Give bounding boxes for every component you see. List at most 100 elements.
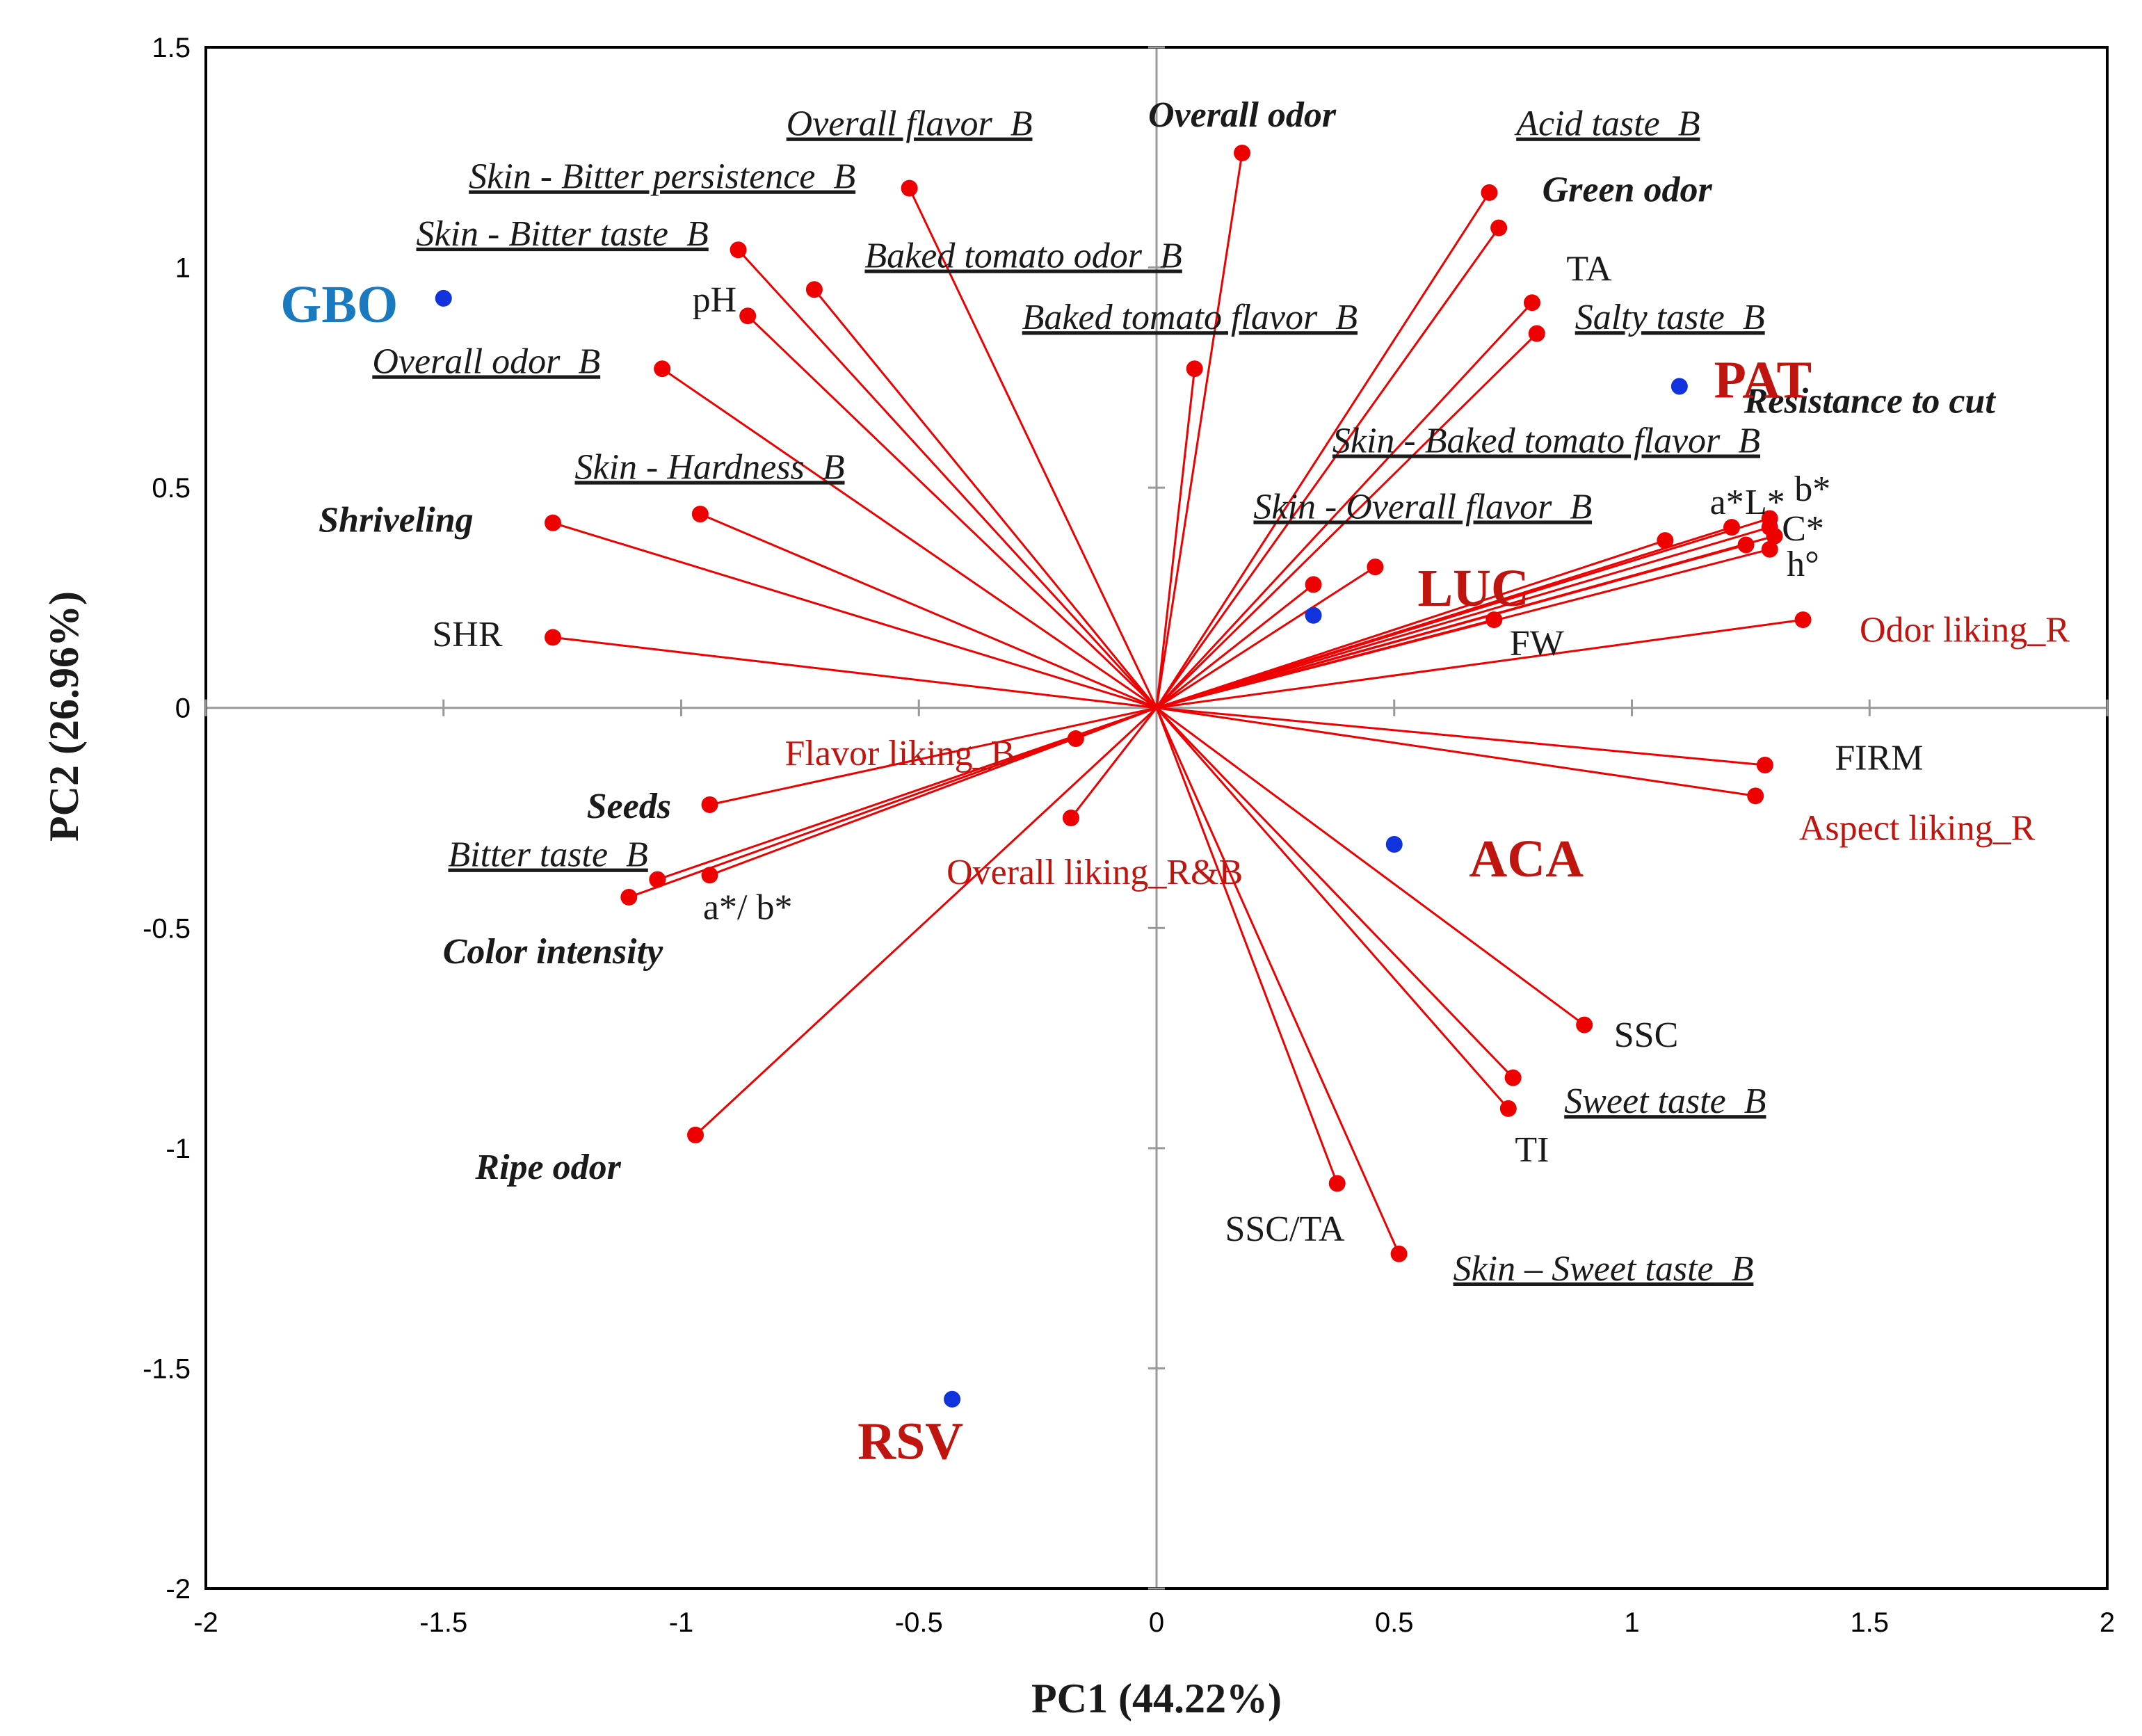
label-color-intensity: Color intensity bbox=[443, 932, 663, 972]
label-skin-hardness-b: Skin - Hardness_B bbox=[574, 447, 844, 487]
label-skin-overall-flavor-b: Skin - Overall flavor_B bbox=[1253, 487, 1592, 527]
var-point-baked-tomato-odor-b bbox=[1186, 360, 1203, 378]
var-point-overall-odor bbox=[1234, 144, 1251, 161]
var-point-shr bbox=[544, 629, 561, 646]
var-point-h bbox=[1761, 540, 1778, 558]
var-point-skin-bitter-taste-b bbox=[805, 281, 823, 298]
y-tick-label: 0 bbox=[175, 693, 191, 724]
label-ssc-ta: SSC/TA bbox=[1225, 1209, 1345, 1249]
var-point-ssc-ta bbox=[1328, 1175, 1346, 1192]
var-point-aspect-liking-r bbox=[1747, 787, 1764, 805]
label-c: C* bbox=[1782, 509, 1824, 549]
x-tick-label: 0 bbox=[1149, 1607, 1164, 1638]
label-ti: TI bbox=[1515, 1130, 1549, 1170]
label-a: a* bbox=[1710, 483, 1744, 522]
var-point-ph bbox=[739, 307, 757, 325]
vector-skin-hardness-b bbox=[700, 513, 1157, 709]
var-point-overall-liking-r-b bbox=[1062, 810, 1079, 826]
label-overall-liking-r-b: Overall liking_R&B bbox=[947, 853, 1243, 892]
obs-label-pat: PAT bbox=[1714, 351, 1812, 410]
vector-baked-tomato-flavor-b bbox=[1156, 565, 1376, 709]
y-tick-label: -1.5 bbox=[143, 1353, 191, 1384]
vector-c bbox=[1156, 544, 1746, 709]
var-point-a bbox=[1723, 519, 1741, 536]
label-fw: FW bbox=[1510, 624, 1564, 664]
label-green-odor: Green odor bbox=[1543, 170, 1713, 210]
var-point-firm bbox=[1756, 757, 1773, 774]
obs-point-aca bbox=[1385, 835, 1403, 853]
vector-overall-liking-r-b bbox=[1070, 707, 1158, 819]
vector-ssc bbox=[1156, 707, 1586, 1026]
data-points bbox=[435, 144, 1812, 1408]
label-skin-baked-tomato-flavor-b: Skin - Baked tomato flavor_B bbox=[1332, 421, 1760, 460]
obs-label-rsv: RSV bbox=[857, 1413, 963, 1471]
vector-sweet-taste-b bbox=[1155, 707, 1514, 1079]
x-axis-title: PC1 (44.22%) bbox=[1031, 1675, 1282, 1721]
var-point-overall-odor-b bbox=[654, 360, 671, 378]
vector-green-odor bbox=[1155, 227, 1500, 709]
label-acid-taste-b: Acid taste_B bbox=[1514, 104, 1700, 144]
label-overall-odor: Overall odor bbox=[1148, 95, 1337, 135]
label-ripe-odor: Ripe odor bbox=[474, 1148, 621, 1187]
vector-ti bbox=[1155, 707, 1509, 1109]
var-point-green-odor bbox=[1490, 219, 1508, 236]
vector-skin-baked-tomato-flavor-b bbox=[1156, 539, 1666, 709]
var-point-color-intensity bbox=[620, 888, 638, 906]
vector-overall-odor-b bbox=[661, 367, 1157, 709]
var-point-salty-taste-b bbox=[1528, 325, 1545, 342]
vector-firm bbox=[1156, 707, 1766, 766]
label-seeds: Seeds bbox=[587, 787, 671, 826]
obs-point-luc bbox=[1305, 606, 1322, 624]
x-tick-label: -0.5 bbox=[895, 1607, 943, 1638]
label-firm: FIRM bbox=[1835, 738, 1923, 778]
vector-baked-tomato-odor-b bbox=[1155, 369, 1196, 708]
label-ph: pH bbox=[693, 280, 737, 320]
label-salty-taste-b: Salty taste_B bbox=[1575, 298, 1765, 337]
vector-skin-overall-flavor-b bbox=[1156, 584, 1314, 709]
obs-point-rsv bbox=[944, 1390, 961, 1408]
axis-ticks: -2 -1.5 -1 -0.5 0 0.5 1 1.5 2 -2 -1.5 -1 -0.5 0 0.5 1 1.… bbox=[143, 33, 2115, 1638]
var-point-sweet-taste-b bbox=[1504, 1069, 1522, 1086]
label-h: h° bbox=[1787, 545, 1819, 584]
label-resistance-to-cut: Resistance to cut bbox=[1744, 382, 1997, 421]
vector-odor-liking-r bbox=[1156, 618, 1803, 709]
var-point-skin-hardness-b bbox=[691, 506, 709, 523]
vector-ph bbox=[747, 315, 1158, 709]
var-point-bitter-taste-b bbox=[649, 871, 666, 888]
var-point-baked-tomato-flavor-b bbox=[1367, 558, 1384, 576]
label-a-b: a*/ b* bbox=[703, 888, 793, 928]
x-tick-label: 1 bbox=[1624, 1607, 1639, 1638]
var-point-skin-baked-tomato-flavor-b bbox=[1657, 532, 1674, 549]
x-tick-label: 1.5 bbox=[1850, 1607, 1889, 1638]
vector-l bbox=[1156, 526, 1771, 709]
vector-skin-bitter-taste-b bbox=[813, 289, 1158, 709]
label-baked-tomato-flavor-b: Baked tomato flavor_B bbox=[1022, 298, 1358, 337]
var-point-ta bbox=[1523, 294, 1540, 312]
label-baked-tomato-odor-b: Baked tomato odor_B bbox=[864, 236, 1182, 276]
y-tick-label: 1 bbox=[175, 253, 191, 284]
var-point-skin-bitter-persistence-b bbox=[730, 241, 747, 259]
label-skin-bitter-persistence-b: Skin - Bitter persistence_B bbox=[469, 157, 855, 197]
y-axis-title: PC2 (26.96%) bbox=[41, 591, 87, 842]
label-skin-sweet-taste-b: Skin – Sweet taste_B bbox=[1454, 1249, 1754, 1289]
vector-overall-flavor-b bbox=[908, 187, 1158, 709]
var-point-fw bbox=[1485, 611, 1503, 629]
vector-acid-taste-b bbox=[1155, 192, 1490, 709]
label-overall-odor-b: Overall odor_B bbox=[372, 342, 600, 382]
obs-point-pat bbox=[1670, 378, 1688, 395]
label-odor-liking-r: Odor liking_R bbox=[1860, 611, 2070, 650]
vector-skin-sweet-taste-b bbox=[1155, 707, 1400, 1255]
label-aspect-liking-r: Aspect liking_R bbox=[1799, 809, 2036, 849]
vector-overall-odor bbox=[1155, 152, 1243, 708]
label-skin-bitter-taste-b: Skin - Bitter taste_B bbox=[417, 214, 709, 254]
vector-skin-bitter-persistence-b bbox=[737, 249, 1158, 709]
var-point-shriveling bbox=[544, 514, 561, 531]
label-bitter-taste-b: Bitter taste_B bbox=[448, 835, 647, 875]
vector-aspect-liking-r bbox=[1156, 707, 1756, 797]
label-shriveling: Shriveling bbox=[319, 500, 474, 540]
var-point-ti bbox=[1499, 1100, 1517, 1117]
vector-ssc-ta bbox=[1155, 707, 1339, 1184]
label-b: b* bbox=[1794, 469, 1830, 509]
var-point-c bbox=[1737, 536, 1755, 554]
